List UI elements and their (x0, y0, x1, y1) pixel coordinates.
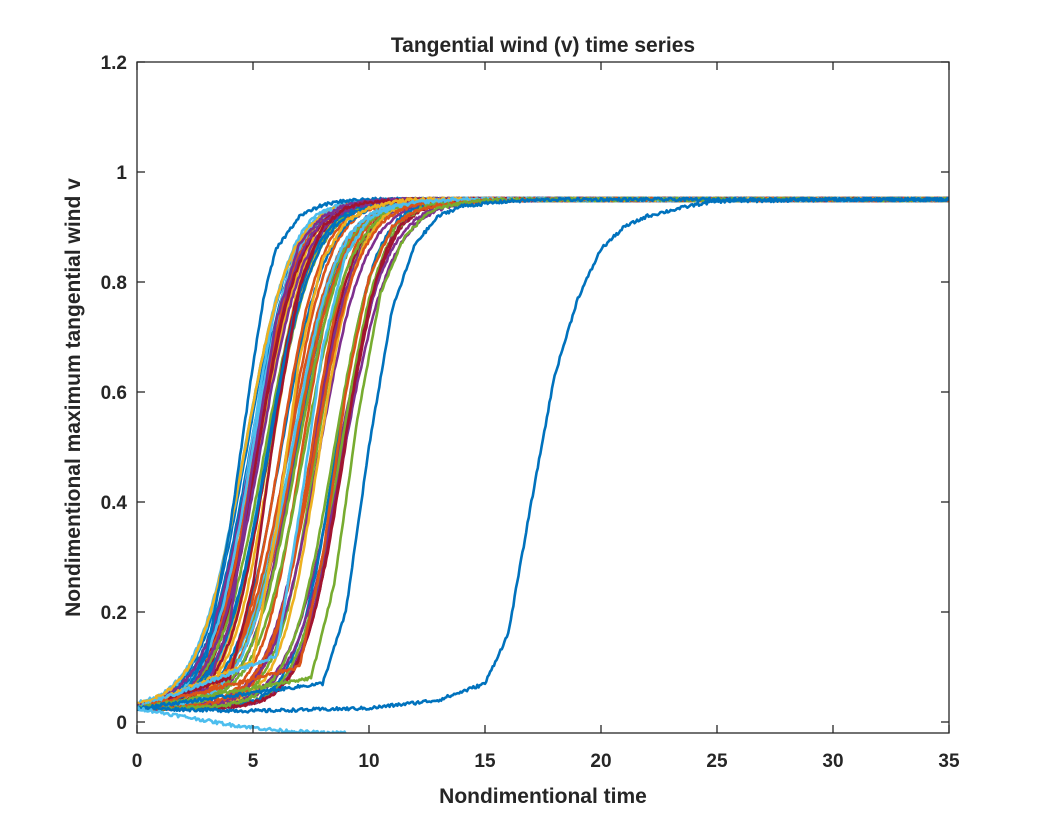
x-tick-label-5: 25 (706, 751, 728, 772)
chart-title: Tangential wind (v) time series (391, 34, 695, 57)
tick-layer: 0 5 10 15 20 25 30 35 0 0.2 0.4 0.6 0.8 1 1.2 (101, 53, 960, 772)
series-layer (137, 196, 949, 733)
series-line-63 (137, 196, 949, 714)
y-tick-label-2: 0.4 (101, 493, 128, 514)
y-tick-label-1: 0.2 (101, 603, 127, 624)
y-tick-label-3: 0.6 (101, 383, 127, 404)
plot-frame (136, 61, 950, 734)
x-tick-label-7: 35 (938, 751, 960, 772)
x-tick-label-2: 10 (358, 751, 379, 772)
y-tick-label-4: 0.8 (101, 273, 127, 294)
x-axis-title: Nondimentional time (439, 785, 647, 808)
series-line-64 (137, 706, 347, 733)
x-tick-label-0: 0 (132, 751, 143, 772)
x-tick-label-6: 30 (822, 751, 843, 772)
y-tick-label-0: 0 (116, 713, 127, 734)
y-tick-label-5: 1 (116, 163, 127, 184)
y-axis-title: Nondimentional maximum tangential wind v (62, 178, 85, 617)
y-tick-label-6: 1.2 (101, 53, 127, 74)
x-tick-label-3: 15 (474, 751, 496, 772)
x-tick-label-4: 20 (590, 751, 611, 772)
x-tick-label-1: 5 (248, 751, 259, 772)
